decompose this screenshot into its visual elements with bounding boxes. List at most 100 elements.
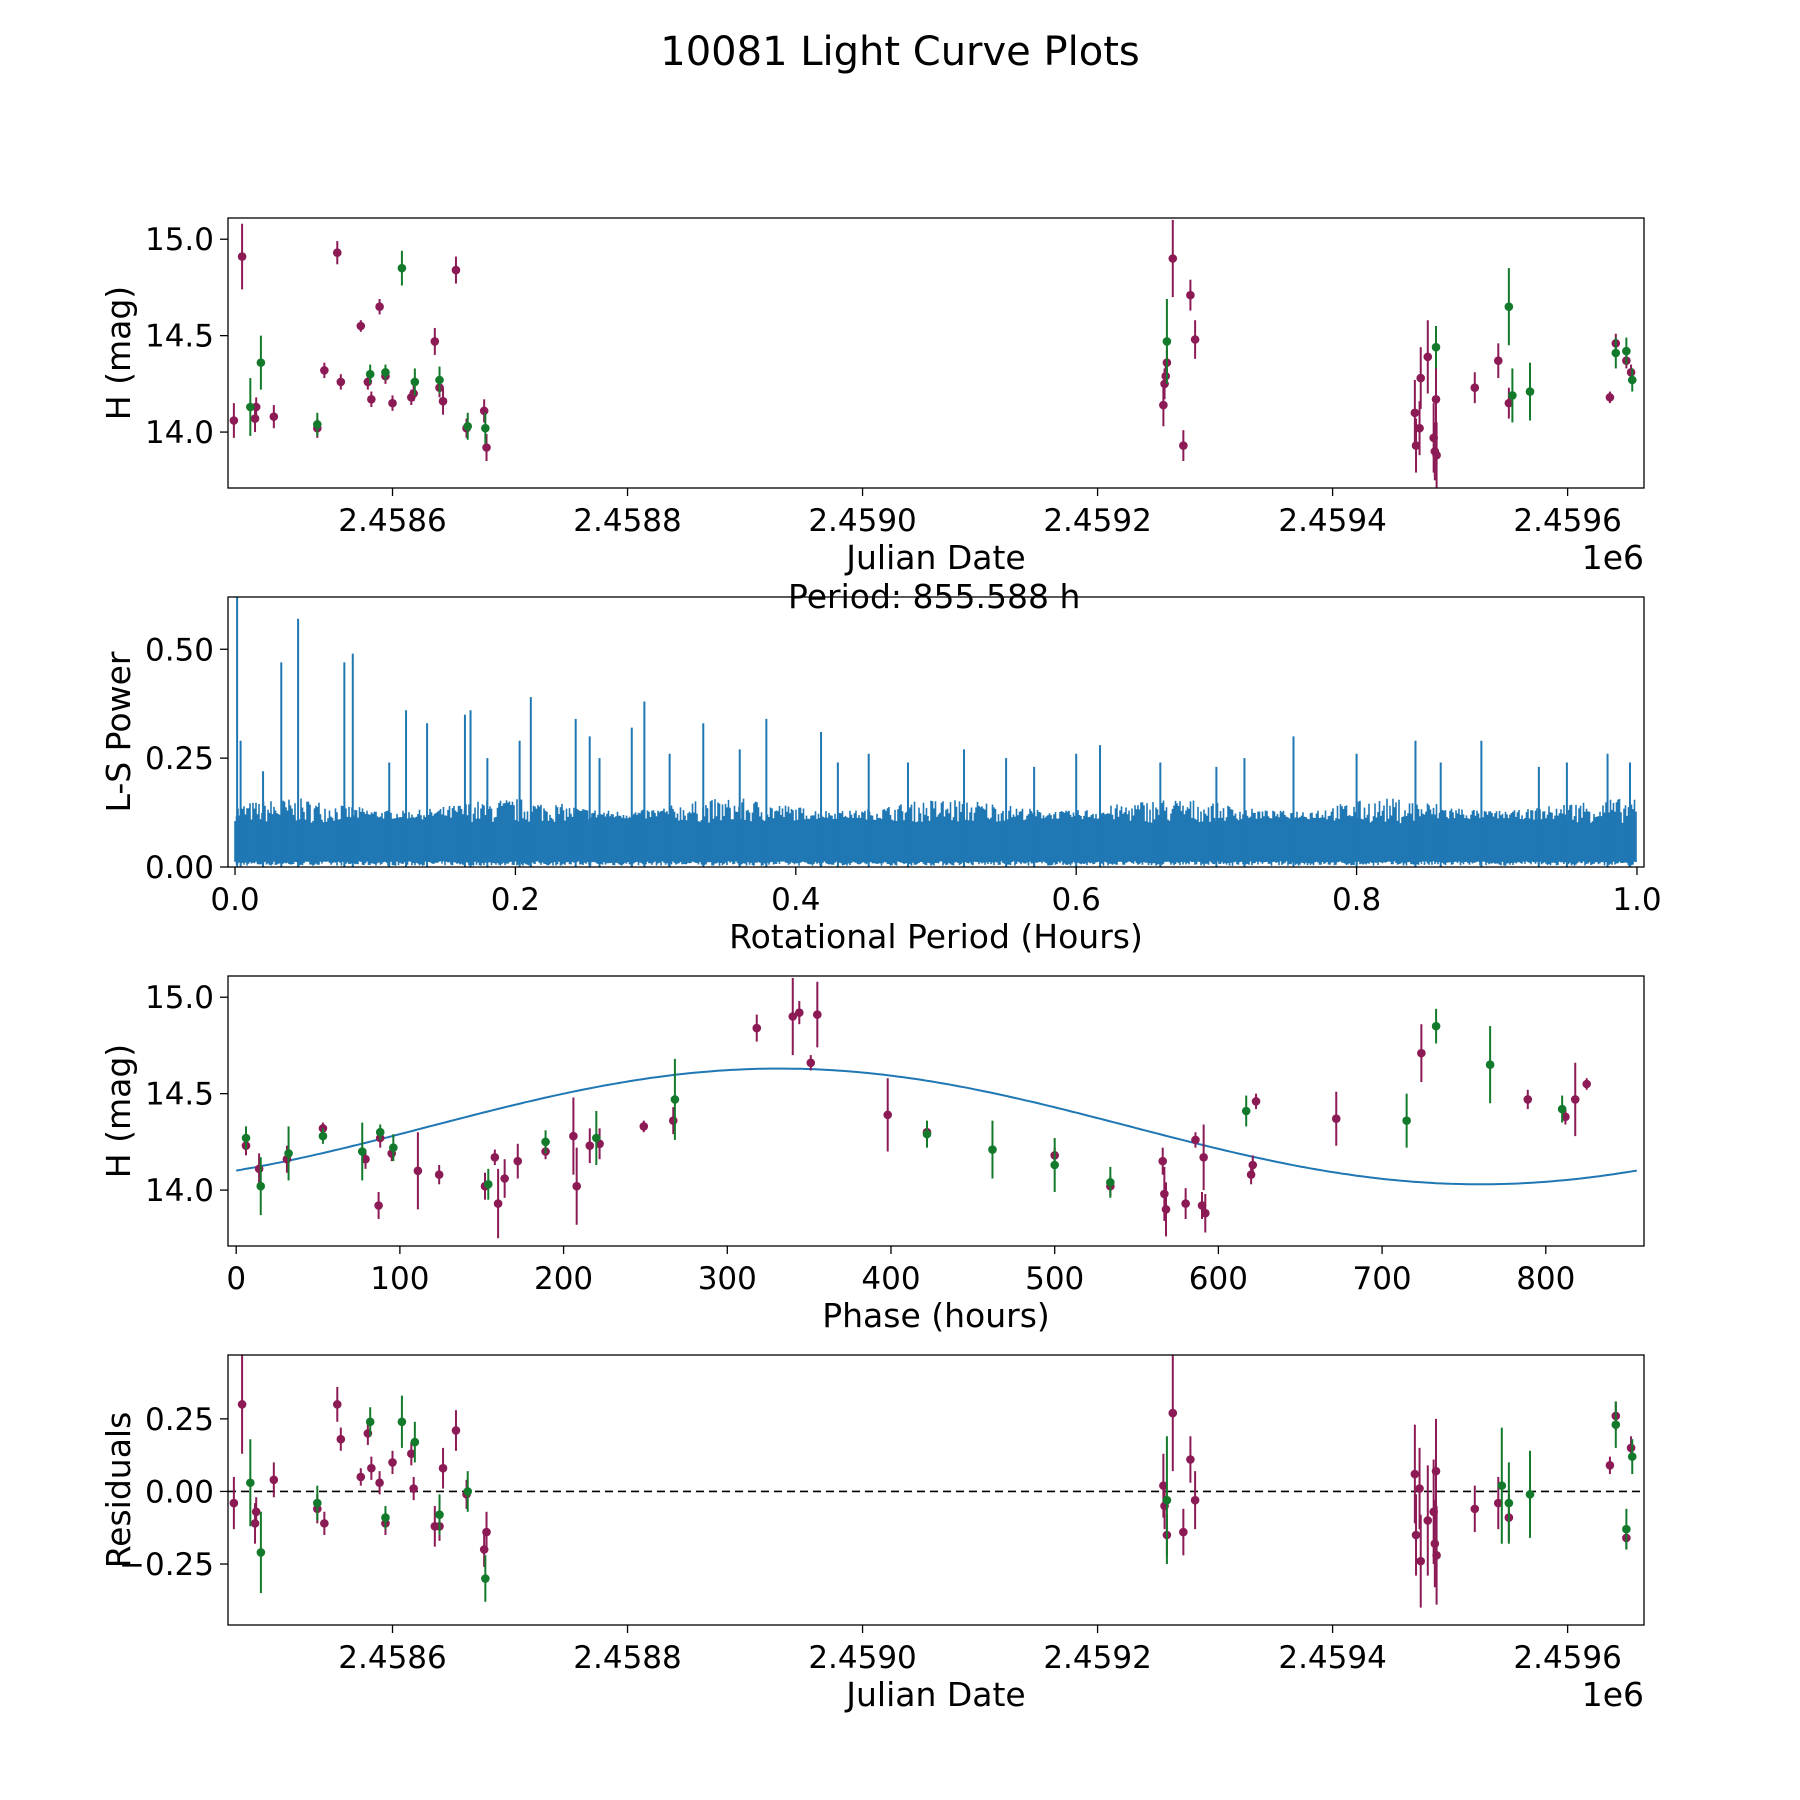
y-tick-label: 14.5 — [145, 1077, 214, 1113]
data-point-green — [435, 375, 444, 385]
data-point-red — [430, 337, 440, 346]
panel-residuals-marks — [228, 1355, 1644, 1608]
data-point-green — [1106, 1178, 1115, 1187]
data-point-red — [1417, 1048, 1426, 1058]
y-tick-label: 14.0 — [145, 1173, 214, 1209]
data-point-red — [409, 389, 418, 398]
data-point-red — [569, 1131, 578, 1141]
x-tick-label: 2.4590 — [808, 1640, 916, 1676]
data-point-green — [246, 1478, 255, 1488]
data-point-green — [1050, 1160, 1059, 1170]
data-point-red — [251, 1507, 261, 1517]
data-point-green — [1622, 346, 1631, 356]
y-tick-label: 15.0 — [145, 980, 214, 1016]
data-point-green — [256, 1548, 266, 1557]
plot-frame — [227, 975, 1645, 1247]
data-point-green — [463, 1487, 473, 1496]
data-point-red — [1470, 383, 1480, 393]
x-axis-label: Phase (hours) — [822, 1296, 1050, 1335]
x-tick-label: 1.0 — [1612, 882, 1661, 918]
data-point-green — [375, 1127, 385, 1137]
data-point-green — [481, 1574, 490, 1583]
y-tick-label: 0.25 — [145, 741, 214, 777]
data-point-red — [1161, 371, 1171, 381]
data-point-red — [229, 1498, 239, 1508]
plot-panels: 2.4586 2.4588 2.4590 2.4592 2.4594 2.4596 14.0… — [99, 217, 1662, 1714]
sinusoid-fit-line — [236, 1067, 1637, 1186]
data-point-green — [389, 1143, 398, 1152]
y-axis-label: L-S Power — [99, 651, 138, 812]
x-tick-label: 0.4 — [771, 882, 820, 918]
y-tick-label: 0.25 — [145, 1402, 214, 1438]
data-point-green — [241, 1133, 251, 1143]
data-point-red — [1411, 441, 1421, 450]
data-point-green — [365, 369, 375, 379]
x-tick-label: 500 — [1025, 1261, 1084, 1297]
data-point-red — [320, 1519, 329, 1528]
x-tick-label: 700 — [1352, 1261, 1411, 1297]
data-point-red — [367, 1463, 376, 1473]
data-point-red — [356, 321, 366, 331]
panel-phased: 0 100 200 300 400 500 600 700 800 14.0 14.5 15.0 Pha… — [99, 975, 1645, 1335]
x-tick-label: 0.6 — [1052, 882, 1101, 918]
data-point-red — [1416, 1556, 1426, 1566]
plot-frame — [227, 217, 1645, 489]
data-point-green — [397, 1417, 407, 1427]
data-point-green — [318, 1131, 328, 1141]
panel-residuals: 2.4586 2.4588 2.4590 2.4592 2.4594 2.4596 −0.2… — [99, 1354, 1645, 1714]
x-tick-label: 2.4596 — [1513, 503, 1621, 539]
data-point-red — [434, 1170, 444, 1179]
data-point-red — [883, 1110, 893, 1120]
x-tick-label: 2.4588 — [573, 1640, 681, 1676]
data-point-green — [1627, 1452, 1637, 1461]
data-point-green — [1525, 387, 1535, 396]
data-point-green — [1402, 1116, 1411, 1125]
data-point-red — [250, 414, 260, 423]
plot-frame — [227, 596, 1645, 868]
data-point-red — [1411, 1530, 1421, 1540]
data-point-green — [1611, 1420, 1621, 1429]
data-point-red — [1246, 1170, 1256, 1179]
data-point-red — [1416, 373, 1426, 383]
x-tick-label: 2.4594 — [1278, 1640, 1386, 1676]
data-point-red — [479, 406, 489, 416]
data-point-red — [250, 1519, 260, 1528]
y-tick-label: 0.00 — [145, 1474, 214, 1510]
data-point-green — [1162, 337, 1172, 346]
data-point-red — [1605, 393, 1615, 402]
data-point-red — [254, 1164, 264, 1174]
data-point-green — [1504, 302, 1514, 312]
x-axis-label: Rotational Period (Hours) — [729, 917, 1143, 956]
figure-title: 10081 Light Curve Plots — [660, 29, 1139, 75]
data-point-green — [463, 421, 473, 431]
data-point-red — [668, 1116, 678, 1125]
data-point-red — [269, 1475, 279, 1485]
y-tick-label: 15.0 — [145, 222, 214, 258]
panel-raw: 2.4586 2.4588 2.4590 2.4592 2.4594 2.4596 14.0… — [99, 217, 1645, 577]
data-point-green — [357, 1147, 367, 1156]
x-axis-label: Julian Date — [844, 538, 1026, 577]
data-point-green — [381, 367, 390, 377]
data-point-red — [1199, 1152, 1208, 1162]
data-point-green — [246, 402, 255, 412]
y-tick-label: 0.50 — [145, 632, 214, 668]
data-point-red — [572, 1181, 581, 1191]
data-point-red — [493, 1199, 503, 1208]
x-tick-label: 0.0 — [210, 882, 259, 918]
plot-frame — [227, 1354, 1645, 1626]
data-point-red — [438, 1463, 448, 1473]
panel-phased-marks — [236, 977, 1637, 1239]
data-point-red — [237, 252, 247, 261]
data-point-red — [451, 265, 461, 275]
data-point-green — [410, 377, 420, 387]
data-point-red — [1470, 1504, 1480, 1514]
x-tick-label: 2.4592 — [1043, 1640, 1151, 1676]
data-point-green — [1431, 342, 1441, 352]
data-point-green — [1241, 1106, 1251, 1116]
data-point-green — [483, 1179, 493, 1189]
data-point-red — [1190, 1495, 1200, 1505]
data-point-green — [541, 1137, 550, 1147]
data-point-red — [752, 1023, 762, 1033]
data-point-red — [1200, 1208, 1210, 1218]
